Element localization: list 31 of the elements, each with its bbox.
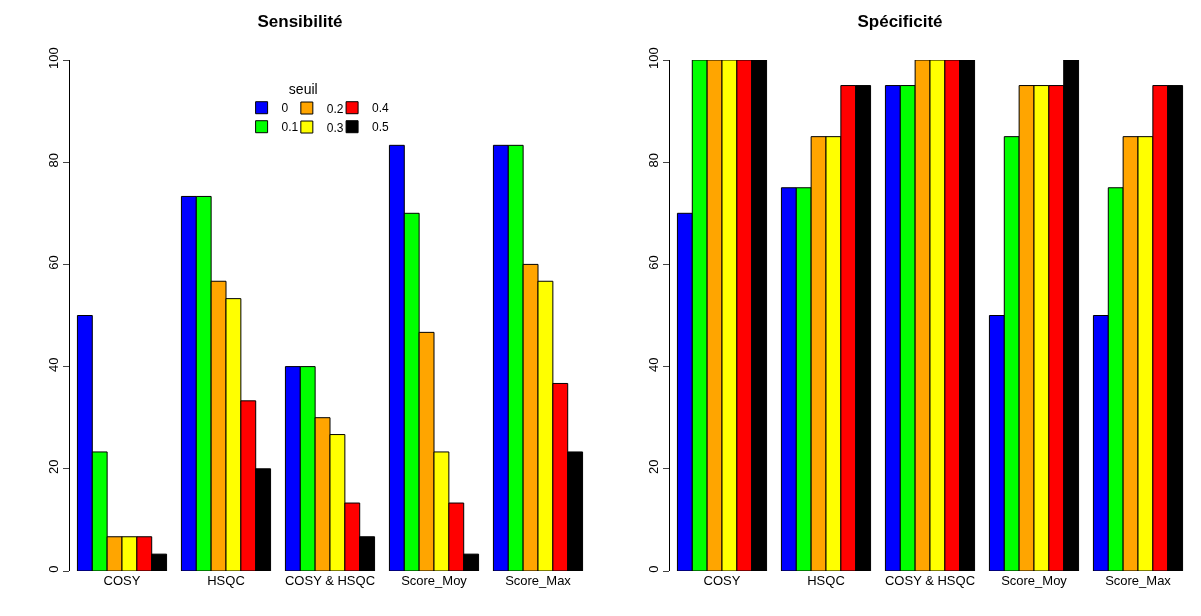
- legend-label: 0: [281, 101, 289, 116]
- x-tick-label: COSY: [703, 573, 741, 588]
- legend-label: 0.5: [372, 120, 390, 135]
- y-tick-label: 80: [645, 153, 661, 168]
- y-tick-label: 0: [45, 565, 61, 573]
- y-tick-label: 60: [645, 255, 661, 270]
- y-tick-label: 100: [645, 47, 661, 69]
- y-tick-label: 20: [645, 459, 661, 475]
- legend-label: 0.2: [326, 101, 344, 116]
- y-tick-label: 40: [645, 357, 661, 372]
- y-tick-label: 20: [45, 459, 61, 475]
- x-tick-label: Score_Moy: [1001, 573, 1068, 588]
- chart-title: Spécificité: [857, 12, 943, 32]
- x-tick-label: HSQC: [207, 573, 245, 588]
- x-tick-label: COSY & HSQC: [884, 573, 976, 588]
- legend-title: seuil: [288, 80, 318, 97]
- y-tick-label: 100: [45, 47, 61, 69]
- legend-label: 0.4: [372, 101, 390, 116]
- x-tick-label: HSQC: [807, 573, 845, 588]
- y-tick-label: 40: [45, 357, 61, 372]
- x-tick-label: Score_Max: [1105, 573, 1172, 588]
- y-tick-label: 60: [45, 255, 61, 270]
- x-tick-label: Score_Moy: [401, 573, 468, 588]
- x-tick-label: COSY: [103, 573, 141, 588]
- chart-title: Sensibilité: [257, 12, 343, 32]
- x-tick-label: Score_Max: [505, 573, 572, 588]
- x-tick-label: COSY & HSQC: [284, 573, 376, 588]
- legend-label: 0.1: [281, 120, 299, 135]
- legend-label: 0.3: [326, 120, 344, 135]
- y-tick-label: 80: [45, 153, 61, 168]
- y-tick-label: 0: [645, 565, 661, 573]
